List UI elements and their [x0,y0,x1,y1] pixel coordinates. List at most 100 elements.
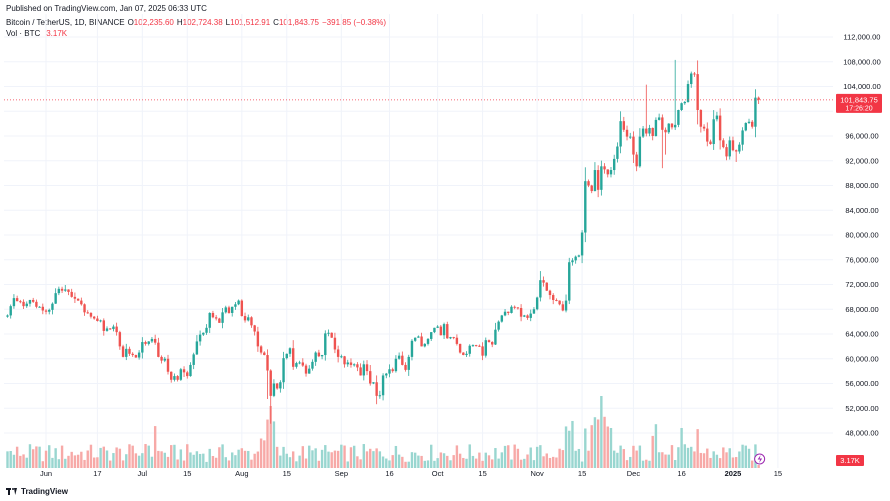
ohlc-high: H102,724.38 [176,18,223,27]
candle-body [548,290,552,296]
volume-bar [6,451,9,468]
candle-body [718,115,722,141]
symbol-title[interactable]: Bitcoin / TetherUS, 1D, BINANCE [6,18,125,27]
candle-body [298,362,301,364]
candle-body [35,301,38,307]
volume-bar [208,448,211,468]
volume-bar [259,438,263,468]
candle-body [555,299,558,301]
volume-bar [532,460,536,468]
volume-bar [80,451,83,468]
volume-label[interactable]: Vol · BTC [6,29,41,38]
candle-body [221,312,224,323]
volume-bar [160,451,163,468]
candle-body [173,376,176,380]
time-tick-label: 2025 [725,469,742,478]
time-tick-label: 16 [385,469,393,478]
price-tick-label: 60,000.00 [845,354,878,363]
volume-bar [54,448,57,468]
candle-body [324,333,327,356]
volume-bar [343,445,346,468]
ohlc-change: −391.85 (−0.38%) [322,18,387,27]
volume-bar [622,449,626,468]
candle-body [731,140,735,151]
volume-bar [555,457,558,468]
volume-bar [600,396,603,468]
volume-bar [516,448,520,468]
volume-bar [738,451,741,468]
candle-body [635,154,638,167]
price-tick-label: 56,000.00 [845,379,878,388]
candle-body [661,117,664,130]
candle-body [64,289,67,291]
volume-bar [28,444,32,468]
candle-body [571,260,574,263]
candle-body [670,123,674,128]
volume-bar [67,455,70,468]
candle-body [256,331,260,347]
volume-bar [606,426,609,468]
ohlc-low: L101,512.91 [225,18,271,27]
symbol-legend: Bitcoin / TetherUS, 1D, BINANCE O102,235… [6,18,386,27]
candle-body [6,315,9,317]
time-tick-label: Dec [627,469,641,478]
time-tick-label: 15 [578,469,586,478]
candle-body [609,170,613,175]
candle-body [131,353,134,356]
candle-body [449,337,452,339]
time-tick-label: 15 [183,469,191,478]
volume-bar [275,446,279,468]
candle-body [725,147,728,157]
candle-body [439,326,443,336]
volume-bar [243,450,247,468]
volume-bar [741,444,744,468]
volume-bar [641,460,645,468]
volume-bar [51,457,54,468]
volume-bar [147,445,150,468]
candle-body [552,295,555,300]
candle-body [500,315,504,322]
candle-body [259,346,263,353]
candle-body [83,304,86,313]
volume-bar [340,444,343,468]
published-caption: Published on TradingView.com, Jan 07, 20… [6,4,207,13]
candle-body [600,166,603,190]
candlesticks [6,59,760,424]
volume-bar [308,445,311,468]
volume-bar [693,451,696,468]
candle-body [141,342,144,353]
tradingview-footer[interactable]: TradingView [6,487,68,496]
candle-body [407,356,410,370]
volume-bar [442,453,446,468]
candle-body [67,289,70,292]
volume-bar [635,450,638,468]
volume-bar [677,447,680,468]
volume-bar [70,451,73,468]
volume-bar [237,449,240,468]
volume-bar [118,448,122,468]
volume-bar [282,446,285,468]
candle-body [115,326,118,333]
volume-bar [715,454,719,468]
volume-bar [391,455,394,468]
candle-body [645,128,648,134]
volume-bar [324,445,327,468]
volume-bar [593,417,597,468]
volume-bar [519,459,523,468]
volume-bar [83,459,86,468]
candle-body [198,334,202,342]
volume-bar [99,447,102,468]
volume-bar [580,461,584,468]
time-tick-label: 15 [283,469,291,478]
volume-bar [487,455,491,468]
candle-body [224,307,227,313]
volume-bar [590,425,593,468]
volume-bar [747,448,751,468]
volume-bar [385,458,388,468]
candle-body [734,150,738,152]
volume-bar [195,451,199,468]
volume-bar [25,457,28,468]
volume-bar [269,406,272,468]
